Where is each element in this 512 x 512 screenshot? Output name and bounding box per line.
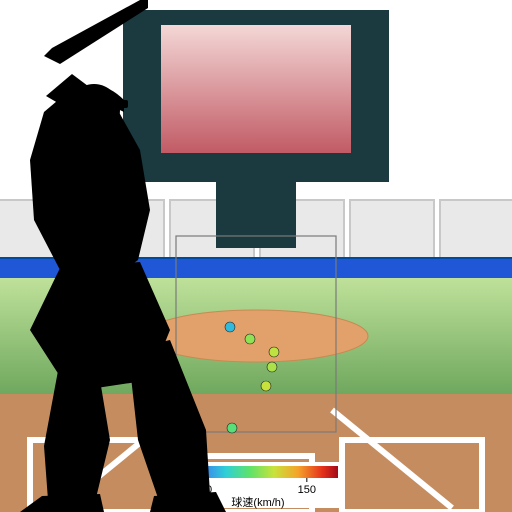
pitch-marker: [267, 362, 277, 372]
pitch-marker: [225, 322, 235, 332]
pitch-marker: [227, 423, 237, 433]
pitch-marker: [269, 347, 279, 357]
scoreboard-screen: [160, 24, 352, 154]
pitch-location-chart: 100150球速(km/h): [0, 0, 512, 512]
pitch-marker: [245, 334, 255, 344]
colorbar-tick: 150: [298, 484, 316, 496]
colorbar-label: 球速(km/h): [231, 495, 284, 509]
pitch-marker: [261, 381, 271, 391]
pitchers-mound: [144, 310, 368, 362]
